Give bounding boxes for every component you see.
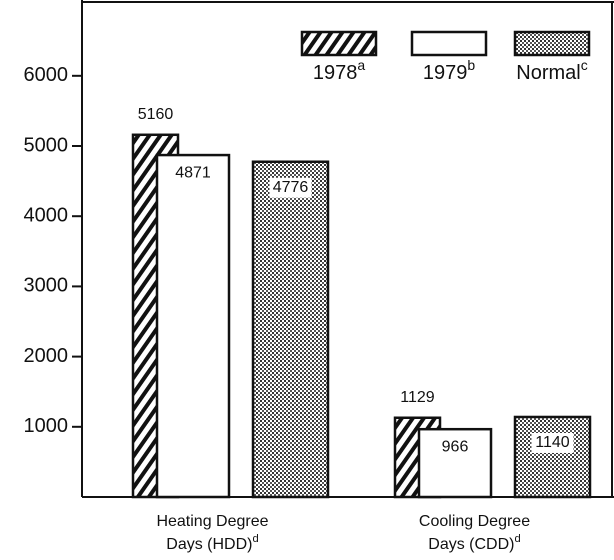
y-tick-label: 2000 [24, 345, 69, 367]
x-tick-label-note: d [514, 533, 520, 545]
x-tick-label: Heating Degree [156, 513, 268, 530]
y-tick-label: 5000 [24, 134, 69, 156]
legend-label-text: 1978 [313, 62, 358, 84]
legend-label-note: c [581, 57, 588, 73]
value-label-bg [269, 177, 312, 198]
bar [417, 427, 493, 499]
y-tick-label: 1000 [24, 415, 69, 437]
x-tick-label-note: d [252, 533, 258, 545]
x-tick-label: Days (CDD)d [428, 533, 520, 553]
legend-label-text: Normal [516, 62, 580, 84]
y-tick-label: 4000 [24, 204, 69, 226]
value-label: 4871 [175, 164, 211, 181]
legend-swatch [410, 30, 488, 57]
value-label: 5160 [138, 106, 174, 123]
legend-label: 1978a [313, 57, 366, 85]
legend-swatch [513, 30, 591, 57]
legend-label-note: b [467, 57, 475, 73]
bar [513, 415, 592, 499]
legend-label: Normalc [516, 57, 587, 85]
y-tick-label: 3000 [24, 275, 69, 297]
y-tick-label: 6000 [24, 64, 69, 86]
legend-label: 1979b [423, 57, 476, 85]
value-label-bg [531, 432, 574, 453]
bar [155, 153, 231, 499]
legend-label-note: a [357, 57, 365, 73]
value-label: 1129 [400, 389, 435, 406]
x-tick-label-text: Days (CDD) [428, 536, 514, 553]
value-label: 1140 [535, 434, 570, 451]
x-tick-label: Days (HDD)d [166, 533, 258, 553]
bar [251, 160, 330, 499]
legend-swatch [300, 30, 378, 57]
value-label: 966 [442, 438, 469, 455]
x-tick-label-text: Days (HDD) [166, 536, 252, 553]
value-label: 4776 [273, 179, 309, 196]
x-tick-label: Cooling Degree [419, 513, 530, 530]
legend-label-text: 1979 [423, 62, 468, 84]
